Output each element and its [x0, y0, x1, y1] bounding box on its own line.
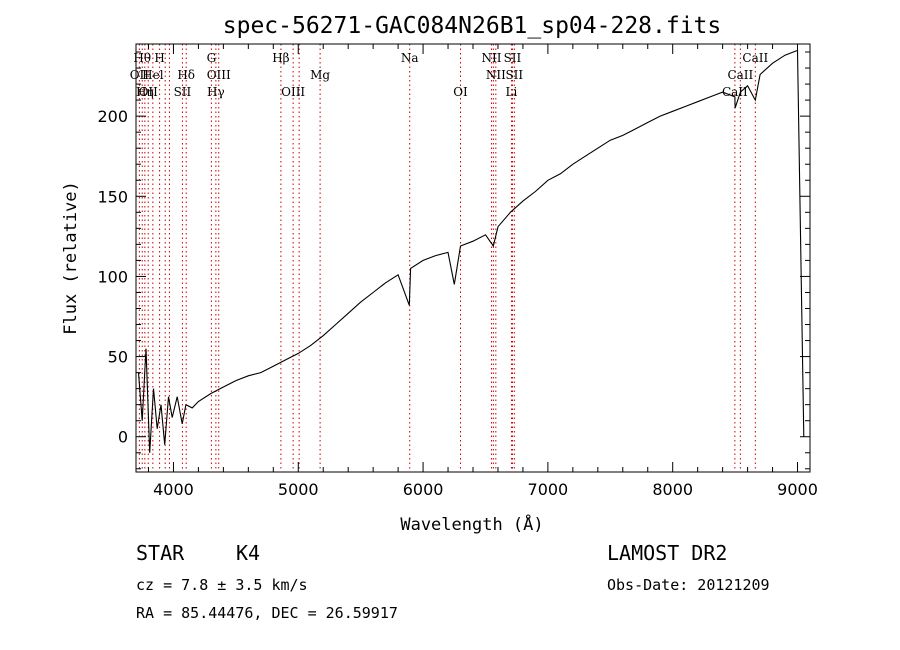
plot-frame: [135, 43, 811, 473]
line-label: Hγ: [207, 85, 225, 99]
line-label: Na: [401, 51, 419, 65]
line-label: SII: [174, 85, 192, 99]
line-label: G: [207, 51, 217, 65]
emission-line-markers: [138, 44, 756, 472]
y-tick-label: 100: [97, 267, 128, 286]
y-tick-label: 200: [97, 107, 128, 126]
observation-date: Obs-Date: 20121209: [607, 576, 770, 594]
line-label: CaII: [722, 85, 748, 99]
x-tick-label: 7000: [528, 480, 569, 499]
axis-ticks: 4000 5000 6000 7000 8000 9000 0 50 100 150 200: [97, 44, 818, 499]
line-label: NII: [486, 68, 506, 82]
line-label: OIII: [207, 68, 231, 82]
chart-title: spec-56271-GAC084N26B1_sp04-228.fits: [223, 13, 722, 39]
line-label: OIII: [281, 85, 305, 99]
line-label: CaII: [742, 51, 768, 65]
y-tick-label: 150: [97, 187, 128, 206]
y-tick-label: 0: [118, 428, 128, 447]
line-label: Mg: [310, 68, 330, 82]
y-axis-label: Flux (relative): [61, 181, 81, 335]
line-label: OII: [139, 85, 159, 99]
line-label: NII: [481, 51, 501, 65]
object-subclass: K4: [236, 541, 261, 565]
line-label: Li: [506, 85, 518, 99]
line-label: Hel: [142, 68, 164, 82]
line-label: SII: [504, 51, 522, 65]
sky-coordinates: RA = 85.44476, DEC = 26.59917: [136, 604, 398, 622]
line-label: Hβ: [272, 51, 289, 65]
line-label: CaII: [727, 68, 753, 82]
survey-name: LAMOST DR2: [607, 541, 728, 565]
x-tick-label: 6000: [403, 480, 444, 499]
object-class: STAR: [136, 541, 185, 565]
y-tick-label: 50: [108, 348, 128, 367]
line-label: Hδ: [177, 68, 195, 82]
line-label: H: [154, 51, 164, 65]
line-label: OI: [453, 85, 468, 99]
x-tick-label: 8000: [652, 480, 693, 499]
x-tick-label: 5000: [278, 480, 319, 499]
line-label: Hθ: [133, 51, 151, 65]
x-tick-label: 9000: [777, 480, 818, 499]
x-tick-label: 4000: [153, 480, 194, 499]
emission-line-labels: OIIHθHηOIIHelHSIIHδGHγOIIIHβOIIIMgNaOINI…: [130, 51, 769, 99]
line-label: Hη: [136, 85, 154, 99]
redshift-value: cz = 7.8 ± 3.5 km/s: [136, 576, 308, 594]
spectrum-line: [137, 49, 805, 453]
x-axis-label: Wavelength (Å): [400, 513, 543, 535]
line-label: SII: [505, 68, 523, 82]
line-label: OII: [130, 68, 150, 82]
